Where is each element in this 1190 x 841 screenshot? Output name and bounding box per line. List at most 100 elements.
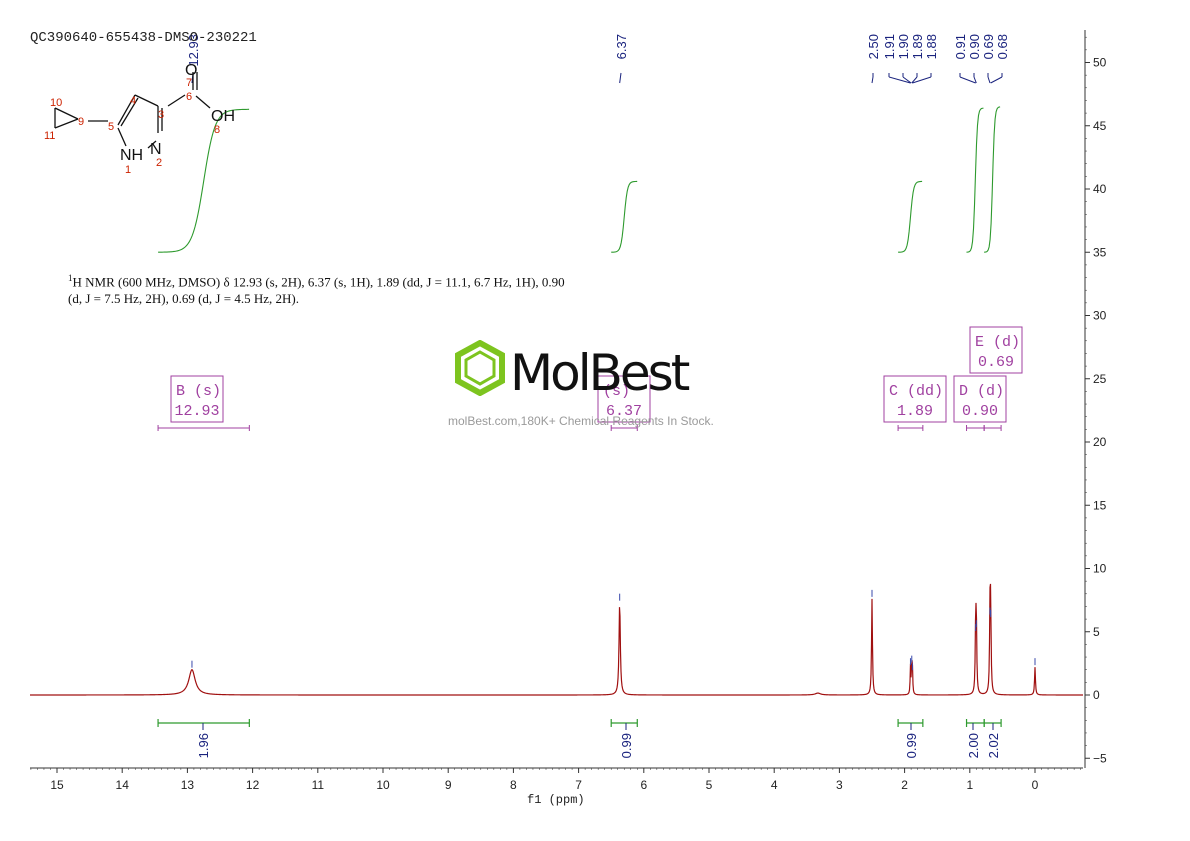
x-tick-label: 9 [445,778,452,792]
peak-label: 1.90 [896,34,911,59]
multiplet-name: B (s) [176,383,221,400]
multiplet-label: C (dd) 1.89 [883,375,947,423]
integral-curve [966,107,984,253]
watermark-url: molBest.com,180K+ Chemical Reagents In S… [448,414,714,428]
peak-label-connector [973,76,977,84]
y-tick-label: 40 [1093,182,1107,196]
nmr-description-line2: (d, J = 7.5 Hz, 2H), 0.69 (d, J = 4.5 Hz… [68,291,299,307]
spectrum-trace [30,583,1083,696]
multiplet-name: E (d) [975,334,1020,351]
multiplet-shift: 0.90 [962,403,998,420]
peak-label-connector [912,76,932,84]
integral-value-label: 2.02 [986,733,1001,758]
y-tick-label: 35 [1093,245,1107,259]
atom-number: 4 [130,95,136,107]
x-axis-label: f1 (ppm) [527,793,585,807]
nucleus-superscript: 1 [68,273,73,283]
x-tick-label: 13 [181,778,195,792]
integral-curve [611,180,638,253]
bond [195,95,211,109]
atom-number: 10 [50,97,62,109]
multiplet-name: (s) [603,383,630,400]
peak-label: 6.37 [614,34,629,59]
peak-label-connector [619,72,622,84]
peak-label-connector [987,76,991,84]
y-tick-label: 0 [1093,688,1100,702]
multiplet-shift: 0.69 [978,354,1014,371]
peak-label: 2.50 [866,34,881,59]
integral-value-label: 0.99 [904,733,919,758]
x-tick-label: 14 [116,778,130,792]
peak-label: 0.69 [981,34,996,59]
y-tick-label: 50 [1093,56,1107,70]
y-tick-label: 25 [1093,372,1107,386]
peak-label: 0.68 [995,34,1010,59]
integral-curve [158,108,250,253]
x-tick-label: 8 [510,778,517,792]
integral-curve [898,180,923,253]
nmr-description: 1H NMR (600 MHz, DMSO) δ 12.93 (s, 2H), … [68,270,668,307]
x-tick-label: 12 [246,778,260,792]
atom-number: 8 [214,124,220,136]
multiplet-box [969,326,1023,374]
y-tick-label: 20 [1093,435,1107,449]
atom-number: 11 [44,130,55,142]
bond [134,94,159,107]
x-tick-label: 15 [50,778,64,792]
multiplet-box [597,375,651,423]
multiplet-label: (s) 6.37 [597,375,651,423]
y-tick-label: 45 [1093,119,1107,133]
integral-value-label: 2.00 [966,733,981,758]
multiplet-box [170,375,224,423]
peak-label-connector [888,76,911,84]
peak-label-connector [959,76,976,84]
multiplet-label: D (d) 0.90 [953,375,1007,423]
atom-number: 7 [186,77,192,89]
watermark-brand: MolBest [510,344,690,402]
peak-label-connector [990,76,1003,84]
bond [54,118,79,129]
peak-label: 1.89 [910,34,925,59]
peak-label: 12.93 [186,34,201,67]
atom-number: 5 [108,121,114,133]
peak-label: 1.91 [882,34,897,59]
atom-number: 2 [156,157,162,169]
peak-label-connector [871,76,874,84]
x-tick-label: 7 [575,778,582,792]
bond [120,97,139,127]
x-tick-label: 5 [706,778,713,792]
nmr-description-line1: H NMR (600 MHz, DMSO) δ 12.93 (s, 2H), 6… [72,274,565,290]
x-tick-label: 10 [376,778,390,792]
y-tick-label: 15 [1093,498,1107,512]
multiplet-label: B (s) 12.93 [170,375,224,423]
atom-number: 9 [78,116,84,128]
multiplet-label: E (d) 0.69 [969,326,1023,374]
bond [147,140,157,149]
peak-label-connector [902,76,912,84]
atom-label: N [150,141,162,158]
bond [167,94,186,107]
y-tick-label: −5 [1093,751,1107,765]
multiplet-shift: 6.37 [606,403,642,420]
bond [117,94,136,126]
multiplet-shift: 1.89 [897,403,933,420]
x-tick-label: 1 [966,778,973,792]
multiplet-box [883,375,947,423]
x-tick-label: 3 [836,778,843,792]
atom-label: OH [211,108,235,125]
peak-label: 0.90 [967,34,982,59]
multiplet-box [953,375,1007,423]
atom-label: O [185,62,197,79]
y-tick-label: 30 [1093,309,1107,323]
bond [54,107,79,120]
multiplet-shift: 12.93 [174,403,219,420]
peak-label-connector [911,76,918,84]
atom-number: 1 [125,164,131,176]
x-tick-label: 4 [771,778,778,792]
integral-curve [984,106,1001,253]
atom-label: NH [120,147,143,164]
peak-label: 0.91 [953,34,968,59]
x-tick-label: 0 [1032,778,1039,792]
x-tick-label: 2 [901,778,908,792]
